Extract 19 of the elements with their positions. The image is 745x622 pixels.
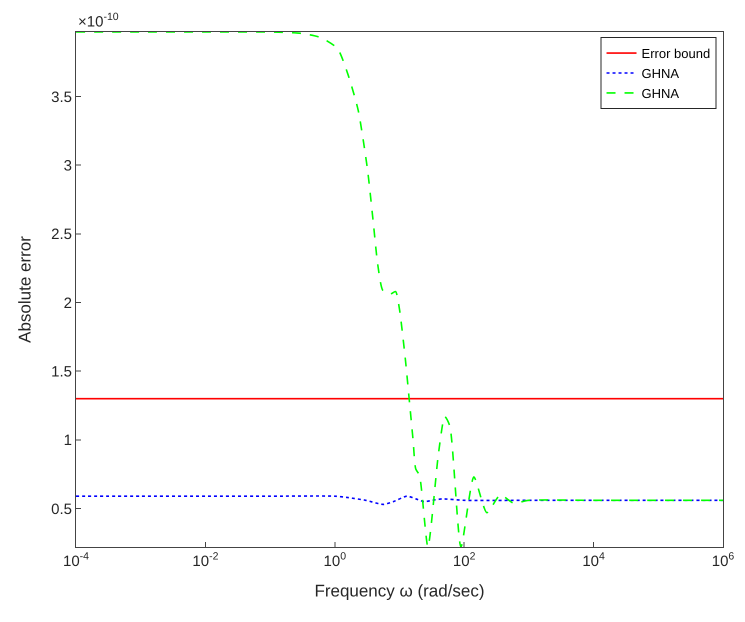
legend-label: GHNA xyxy=(642,86,680,101)
x-tick-label: 10$^{2}$ xyxy=(452,550,476,570)
y-tick-label: 0.5 xyxy=(51,500,72,518)
y-tick-label: 1.5 xyxy=(51,363,72,380)
x-tick-label: 10$^{6}$ xyxy=(712,550,734,570)
x-tick-label: 10$^{0}$ xyxy=(324,550,346,570)
y-tick-label: 1 xyxy=(64,432,72,450)
y-tick-label: 3 xyxy=(64,157,72,174)
x-tick-label: 10$^{4}$ xyxy=(582,550,606,570)
y-axis-title: Absolute error xyxy=(16,236,35,343)
y-tick-label: 2 xyxy=(64,294,72,312)
x-axis-title: Frequency ω (rad/sec) xyxy=(314,581,485,600)
y-tick-label: 3.5 xyxy=(51,88,72,106)
legend-label: GHNA xyxy=(642,66,680,82)
legend-label: Error bound xyxy=(642,46,710,62)
text: ×10$^{-10}$ xyxy=(78,11,119,30)
y-tick-label: 2.5 xyxy=(51,226,72,244)
x-tick-label: 10$^{-2}$ xyxy=(192,550,219,570)
x-tick-label: 10$^{-4}$ xyxy=(62,550,90,570)
